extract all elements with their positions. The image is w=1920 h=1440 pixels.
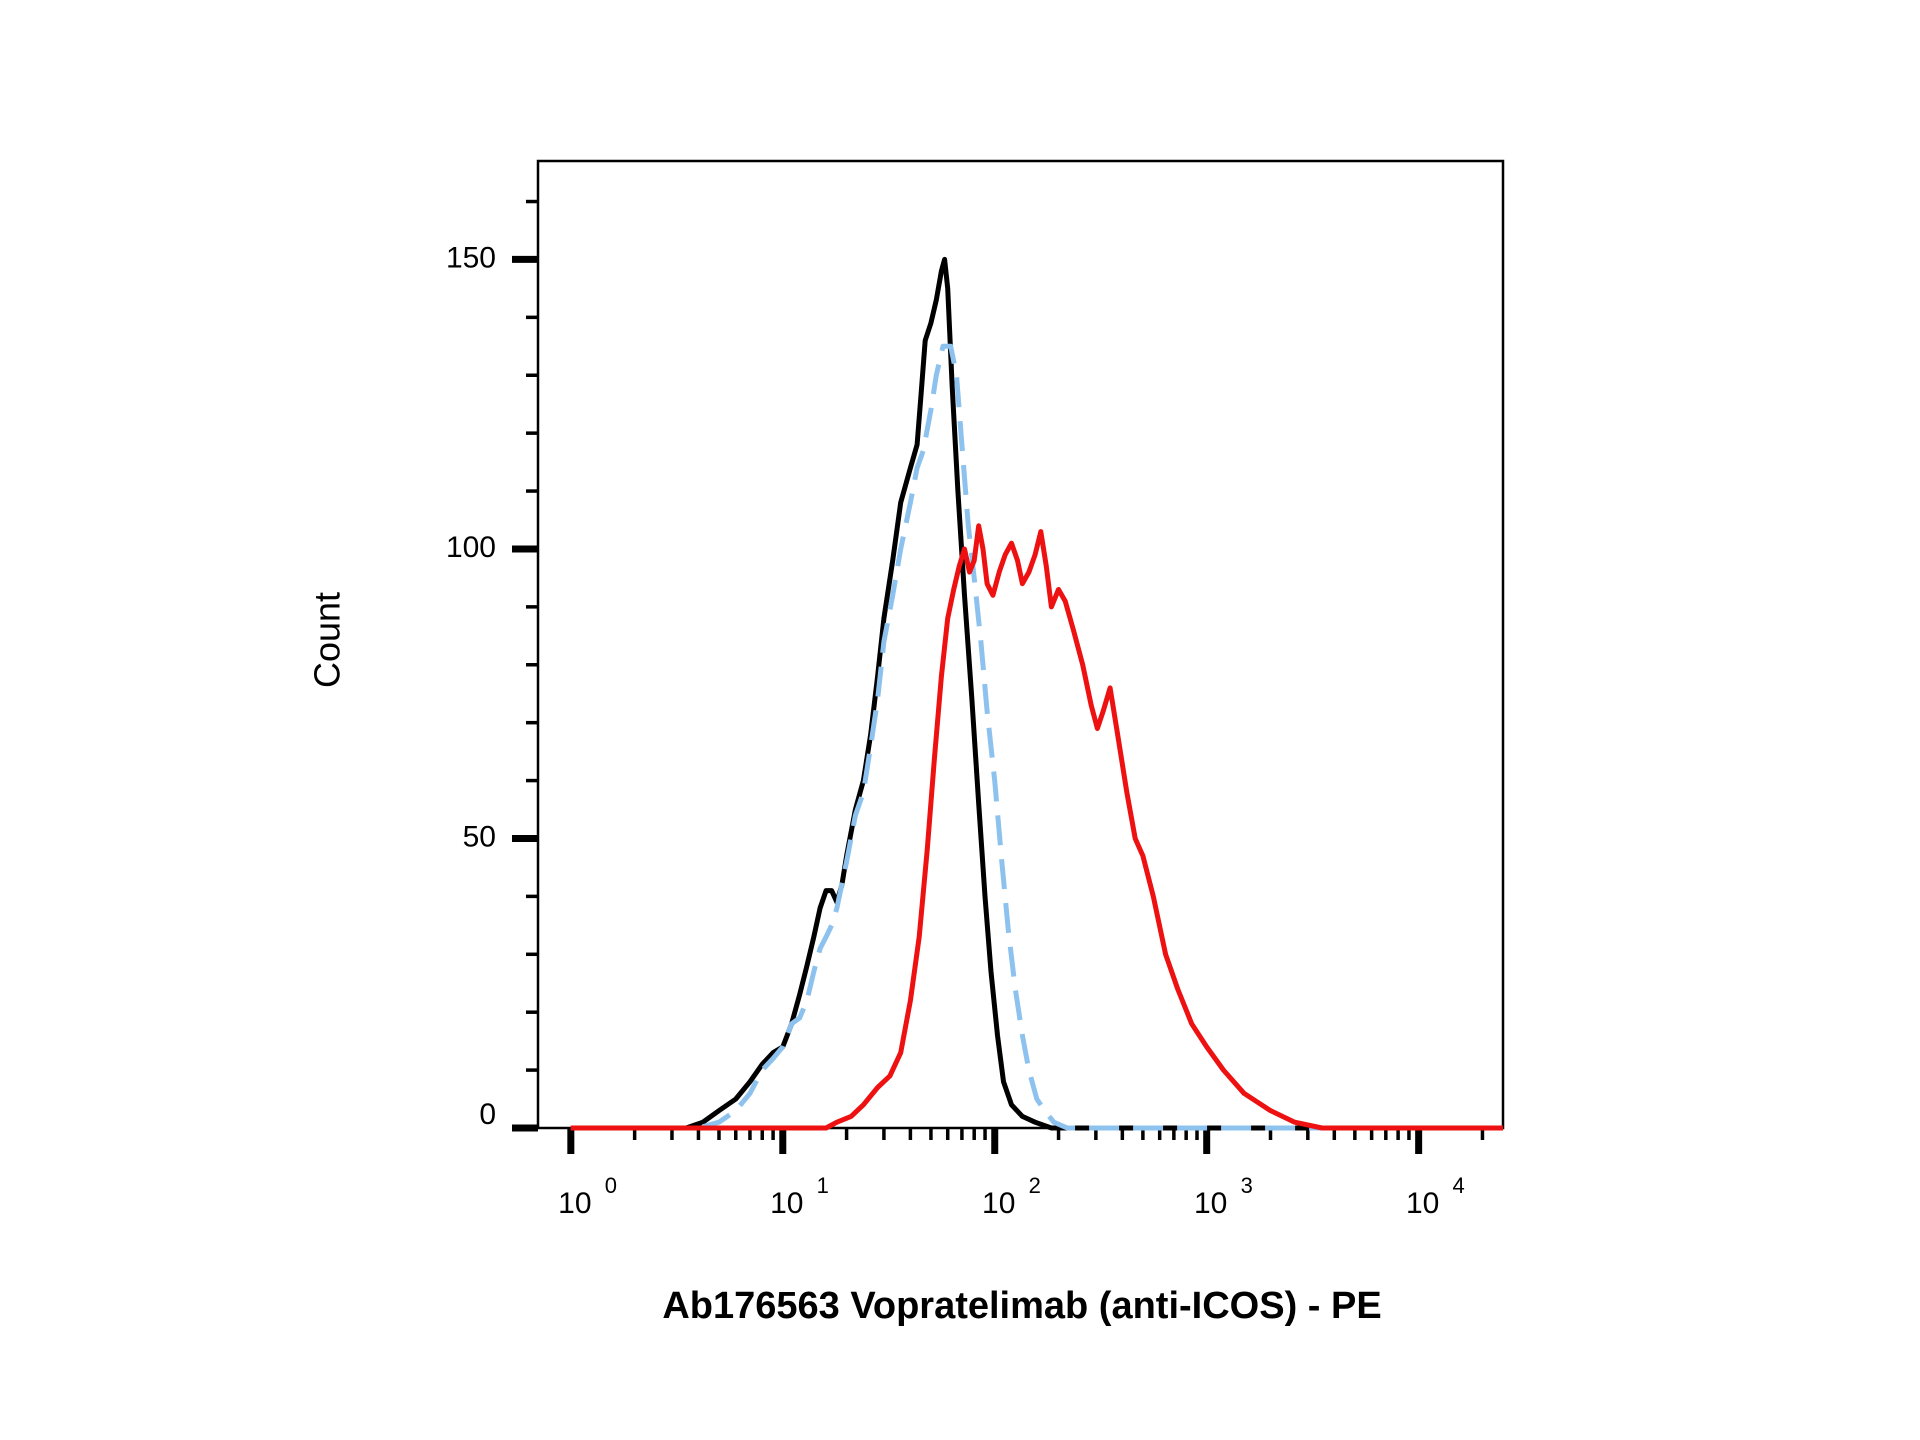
x-tick-label: 10 2 [982,1173,1041,1220]
y-axis: 0 50 100 150 [446,199,538,1132]
x-tick-base: 10 [1406,1187,1439,1220]
x-tick-exponent: 4 [1453,1173,1465,1198]
x-tick-exponent: 2 [1029,1173,1041,1198]
y-tick-label: 0 [479,1098,496,1131]
series-line-2 [570,343,1503,1131]
x-tick-label: 10 0 [558,1173,617,1220]
x-tick-exponent: 3 [1241,1173,1253,1198]
x-axis-title: Ab176563 Vopratelimab (anti-ICOS) - PE [662,1285,1381,1327]
x-axis: 10 0 10 1 10 2 10 3 10 4 [558,1128,1485,1220]
series-line-1 [570,256,1503,1131]
x-tick-label: 10 4 [1406,1173,1465,1220]
y-tick-label: 50 [463,820,496,853]
y-tick-label: 150 [446,241,496,274]
x-tick-base: 10 [558,1187,591,1220]
x-tick-base: 10 [982,1187,1015,1220]
x-tick-exponent: 1 [817,1173,829,1198]
plot-frame [536,159,1505,1130]
x-tick-label: 10 1 [770,1173,829,1220]
x-tick-base: 10 [1194,1187,1227,1220]
x-tick-label: 10 3 [1194,1173,1253,1220]
x-tick-exponent: 0 [605,1173,617,1198]
y-axis-title: Count [307,592,348,688]
y-tick-label: 100 [446,531,496,564]
x-tick-base: 10 [770,1187,803,1220]
series-line-3 [570,523,1503,1131]
series-layer [570,256,1503,1131]
